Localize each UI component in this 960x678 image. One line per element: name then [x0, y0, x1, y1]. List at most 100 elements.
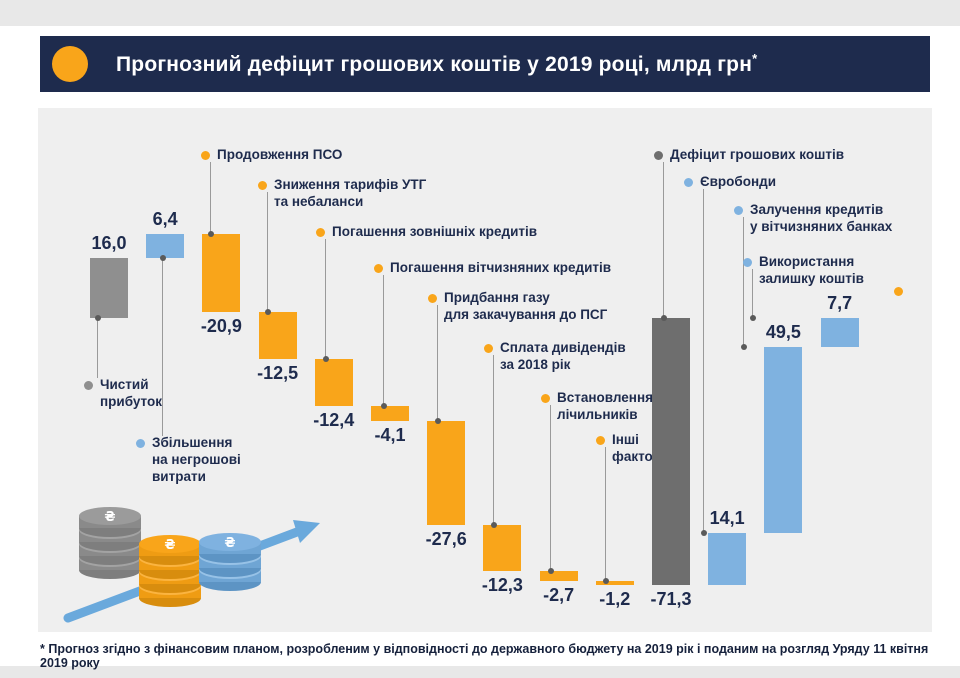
leader-end-dot	[434, 418, 441, 425]
callout-bullet-dot	[427, 293, 437, 303]
callout-bullet-dot	[742, 257, 752, 267]
callout-bullet-dot	[257, 180, 267, 190]
waterfall-bar-6	[371, 405, 409, 422]
leader-end-dot	[94, 315, 101, 321]
callout-leader-line	[493, 355, 494, 525]
leader-end-dot	[547, 567, 554, 574]
coins-growth-illustration: ₴ ₴ ₴	[63, 507, 320, 623]
leader-end-dot	[380, 402, 387, 409]
callout-bullet-dot	[595, 435, 605, 445]
callout-leader-line	[437, 305, 438, 422]
waterfall-bar-7	[427, 421, 466, 525]
callout-label: Погашення вітчизняних кредитів	[390, 259, 611, 276]
leader-end-dot	[660, 315, 667, 321]
page-title: Прогнозний дефіцит грошових коштів у 201…	[116, 51, 757, 77]
waterfall-bar-14	[820, 318, 859, 347]
callout-label-line: Погашення зовнішніх кредитів	[332, 224, 538, 239]
callout-label: Дефіцит грошових коштів	[670, 146, 844, 163]
callout-leader-line	[663, 162, 664, 318]
callout-label: Зниження тарифів УТГ та небаланси	[274, 176, 426, 210]
callout-bullet-dot	[83, 380, 93, 390]
leader-end-dot	[490, 521, 497, 528]
bar-value-label: -12,3	[481, 574, 523, 595]
callout-leader-line	[210, 162, 211, 234]
callout-label: Придбання газу для закачування до ПСГ	[444, 289, 607, 323]
callout-leader-line	[97, 318, 98, 378]
callout-label-line: лічильників	[557, 407, 638, 422]
bar-value-label: -12,5	[257, 363, 299, 384]
waterfall-bar-12	[708, 532, 747, 586]
orange-coin-stack-icon: ₴	[139, 535, 201, 607]
callout-label-line: Використання	[759, 254, 855, 269]
callout-leader-line	[605, 447, 606, 581]
waterfall-bar-4	[258, 312, 297, 360]
bar-value-label: 16,0	[91, 233, 127, 253]
callout-label: Встановлення лічильників	[557, 389, 653, 423]
callout-label-line: та небаланси	[274, 194, 364, 209]
bar-value-label: -20,9	[200, 316, 242, 337]
leader-end-dot	[264, 309, 271, 316]
bar-value-label: -1,2	[599, 589, 631, 610]
bar-value-label: 49,5	[765, 321, 801, 342]
callout-leader-line	[383, 275, 384, 406]
callout-leader-line	[703, 189, 704, 533]
callout-label-line: прибуток	[100, 394, 162, 409]
footnote-marker: *	[752, 51, 758, 66]
callout-label: Збільшення на негрошові витрати	[152, 434, 241, 485]
callout-leader-line	[550, 405, 551, 571]
waterfall-bar-2	[146, 234, 185, 258]
leader-end-dot	[207, 231, 214, 237]
callout-bullet-dot	[540, 393, 550, 403]
bar-value-label: -27,6	[425, 528, 467, 549]
waterfall-bar-10	[595, 580, 634, 586]
callout-label-line: Погашення вітчизняних кредитів	[390, 260, 612, 275]
callout-label: Продовження ПСО	[217, 146, 342, 163]
page-title-text: Прогнозний дефіцит грошових коштів у 201…	[116, 53, 753, 76]
callout-label-line: Придбання газу	[444, 290, 550, 305]
bar-value-label: -4,1	[374, 425, 406, 446]
callout-leader-line	[325, 239, 326, 360]
callout-label: Використання залишку коштів	[759, 253, 864, 287]
callout-leader-line	[743, 217, 744, 347]
callout-bullet-dot	[135, 438, 145, 448]
callout-bullet-dot	[653, 150, 663, 160]
callout-label-line: залишку коштів	[759, 271, 864, 286]
callout-label-line: на негрошові	[152, 452, 241, 467]
callout-label-line: Євробонди	[700, 174, 777, 189]
callout-leader-line	[752, 269, 753, 318]
leader-end-dot	[159, 255, 166, 261]
leader-end-dot	[740, 343, 747, 350]
callout-label: Залучення кредитів у вітчизняних банках	[750, 201, 892, 235]
callout-label-line: витрати	[152, 469, 206, 484]
callout-bullet-dot	[200, 150, 210, 160]
callout-label-line: Збільшення	[152, 435, 233, 450]
bar-value-label: -2,7	[543, 584, 575, 605]
callout-leader-line	[267, 192, 268, 313]
bar-value-label: -12,4	[313, 409, 355, 430]
callout-label-line: Чистий	[100, 377, 149, 392]
waterfall-bar-9	[539, 570, 578, 581]
chart-panel: ₴ ₴ ₴ 16,0 Чистий прибуток 6,4 Збільшення на …	[38, 108, 932, 632]
waterfall-bar-5	[314, 359, 353, 406]
bar-value-label: 14,1	[709, 507, 745, 528]
accent-dot	[894, 287, 903, 296]
gray-coin-stack-icon: ₴	[79, 507, 141, 579]
callout-bullet-dot	[373, 263, 383, 273]
callout-bullet-dot	[733, 205, 743, 215]
leader-end-dot	[700, 529, 707, 536]
callout-label: Погашення зовнішніх кредитів	[332, 223, 537, 240]
callout-label-line: Сплата дивідендів	[500, 340, 626, 355]
svg-text:₴: ₴	[164, 538, 175, 553]
callout-label-line: Зниження тарифів УТГ	[274, 177, 427, 192]
waterfall-bar-3	[202, 234, 241, 313]
callout-leader-line	[162, 258, 163, 436]
svg-text:₴: ₴	[224, 536, 235, 551]
logo-circle-icon	[52, 46, 88, 82]
bar-value-label: 6,4	[152, 209, 178, 229]
callout-bullet-dot	[683, 177, 693, 187]
callout-label-line: для закачування до ПСГ	[444, 307, 608, 322]
callout-label-line: Інші	[612, 432, 639, 447]
callout-label: Сплата дивідендів за 2018 рік	[500, 339, 626, 373]
callout-bullet-dot	[483, 343, 493, 353]
svg-text:₴: ₴	[104, 510, 115, 525]
